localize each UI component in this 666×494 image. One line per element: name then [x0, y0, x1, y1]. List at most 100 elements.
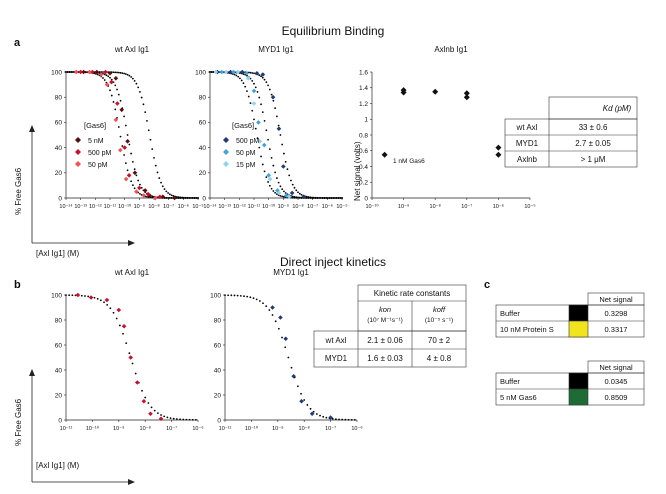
legend-wt-marker-0	[75, 137, 81, 143]
fit-point-b2-0	[296, 385, 299, 388]
x-tick-label-a1: 10⁻⁷	[163, 203, 174, 210]
data-point-b2-0	[283, 336, 289, 342]
fit-point-a1-2	[195, 197, 198, 199]
chart-title-a1: wt Axl Ig1	[114, 45, 150, 54]
fit-point-a2-2	[335, 197, 338, 199]
fit-point-a2-1	[267, 138, 269, 141]
fit-point-a2-2	[298, 192, 301, 195]
data-point-b1-0	[128, 355, 133, 360]
fit-point-a2-1	[270, 156, 273, 159]
fit-point-b2-0	[236, 294, 239, 297]
fit-point-a2-1	[279, 185, 282, 188]
fit-point-a2-2	[283, 152, 285, 155]
fit-point-a1-2	[179, 196, 182, 199]
fit-point-a1-2	[72, 71, 74, 73]
fit-point-a2-1	[293, 195, 296, 198]
fit-point-a1-1	[109, 76, 111, 79]
signal-table-1: Net signal Buffer 0.3298 10 nM Protein S…	[495, 292, 645, 338]
fit-point-b1-0	[172, 417, 175, 420]
koff-unit: (10⁻⁵ s⁻¹)	[425, 317, 453, 324]
fit-point-a2-0	[254, 127, 257, 130]
y-tick-label-b2: 20	[214, 392, 222, 399]
x-tick-label-a1: 10⁻⁸	[148, 203, 159, 210]
xlabel-conc-b: [Axl Ig1] (M)	[36, 461, 79, 470]
x-tick-label-b2: 10⁻⁶	[351, 425, 362, 432]
data-point-b2-0	[291, 373, 296, 379]
data-point-a1-2	[153, 195, 158, 201]
fit-point-a1-0	[96, 73, 99, 76]
x-tick-label-b1: 10⁻⁹	[113, 425, 124, 432]
data-point-b2-0	[270, 305, 275, 310]
fit-point-b2-0	[268, 309, 271, 311]
fit-point-b1-0	[153, 409, 156, 412]
fit-point-a1-2	[191, 197, 194, 199]
y-tick-label-a2: 100	[195, 69, 206, 76]
fit-point-b2-0	[281, 336, 283, 339]
fit-point-a1-2	[163, 188, 166, 191]
xlabel-conc-a: [Axl Ig1] (M)	[36, 249, 79, 258]
y-tick-label-b1: 80	[55, 317, 63, 324]
fit-point-b1-0	[185, 418, 188, 421]
fit-point-b1-0	[71, 294, 74, 297]
fit-point-a1-2	[86, 71, 89, 73]
fit-point-a2-1	[291, 195, 294, 198]
fit-point-a2-2	[249, 71, 252, 74]
fit-point-b2-0	[338, 418, 340, 421]
fit-point-a2-0	[244, 85, 247, 88]
data-point-a1-2	[141, 193, 147, 198]
x-tick-label-a1: 10⁻¹⁴	[59, 203, 73, 210]
legend-myd-marker-0	[223, 137, 229, 143]
fit-point-a1-1	[133, 168, 136, 171]
kd-row-1-value: 2.7 ± 0.05	[575, 139, 611, 148]
x-tick-label-b2: 10⁻⁸	[299, 425, 310, 432]
data-point-a1-2	[113, 117, 119, 123]
fit-point-a1-2	[130, 76, 133, 78]
plot-wt-kinetics: wt Axl Ig1 0 20 40 60 80 100 10⁻¹¹ 10⁻¹⁰ 10⁻⁹ 10⁻⁸…	[51, 268, 204, 432]
fit-point-a1-1	[123, 115, 125, 118]
x-tick-label-a2: 10⁻¹⁰	[262, 203, 276, 210]
data-point-b1-0	[134, 380, 140, 385]
data-point-a1-1	[137, 185, 142, 191]
data-point-a2-0	[276, 126, 282, 131]
data-point-a2-1	[261, 142, 267, 148]
fit-point-a1-1	[124, 124, 127, 127]
signal-1-row-1-label: 10 nM Protein S	[500, 325, 554, 334]
data-point-a1-0	[172, 195, 177, 201]
signal-2-swatch-1	[568, 388, 589, 406]
x-tick-label-a3: 10⁻⁹	[398, 203, 409, 210]
fit-point-a2-0	[265, 176, 268, 179]
x-tick-label-a1: 10⁻⁵	[192, 203, 203, 210]
data-point-a1-0	[147, 193, 152, 198]
kd-table: Kd (pM) wt Axl 33 ± 0.6 MYD1 2.7 ± 0.05 …	[504, 96, 638, 168]
fit-point-b2-0	[350, 418, 353, 421]
fit-point-b2-0	[258, 300, 261, 302]
fit-point-b1-0	[188, 418, 191, 421]
fit-point-a2-0	[249, 102, 252, 105]
x-tick-label-a3: 10⁻⁷	[461, 203, 472, 210]
data-point-a2-0	[228, 69, 233, 75]
fit-point-a1-1	[168, 197, 171, 199]
fit-point-a1-1	[167, 196, 169, 199]
signal-1-swatch-0	[568, 304, 589, 322]
fit-point-a1-2	[190, 197, 192, 199]
data-point-b1-0	[148, 411, 153, 417]
fit-point-a1-1	[131, 160, 134, 163]
fit-point-a1-1	[165, 196, 168, 199]
fit-point-a2-0	[251, 109, 254, 112]
signal-1-swatch-1	[568, 320, 589, 338]
fit-point-a2-1	[254, 86, 257, 89]
fit-point-a2-0	[256, 137, 259, 140]
data-point-b1-0	[141, 398, 147, 404]
fit-point-a2-2	[290, 179, 292, 182]
fit-point-b2-0	[233, 294, 236, 297]
fit-point-b2-0	[284, 346, 287, 349]
data-point-a1-2	[117, 147, 123, 153]
kd-row-2-label: Axlnb	[517, 155, 538, 164]
ylabel-free-b: % Free Gas6	[14, 398, 23, 446]
y-tick-label-a1: 20	[55, 170, 63, 177]
fit-point-a2-1	[268, 148, 271, 151]
fit-point-a1-2	[147, 129, 150, 132]
fit-point-a1-2	[135, 82, 138, 85]
y-tick-label-a2: 20	[199, 170, 207, 177]
fit-point-a2-1	[283, 190, 285, 193]
